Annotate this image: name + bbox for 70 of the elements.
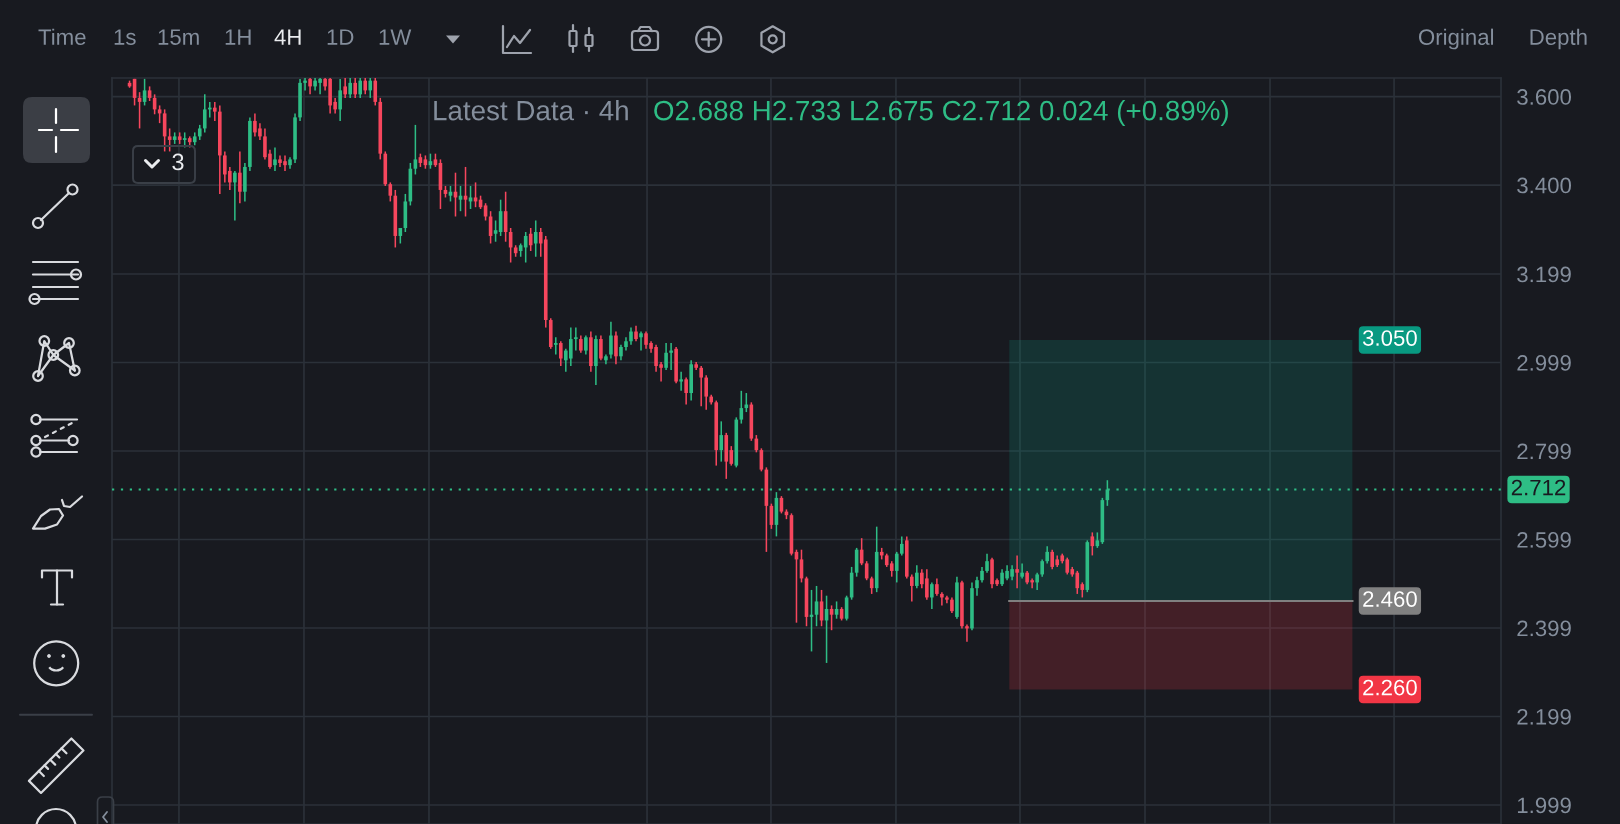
candlestick bbox=[343, 78, 347, 99]
candlestick bbox=[639, 330, 643, 352]
text: 1D bbox=[327, 29, 354, 45]
y-tick-label: 3.199 bbox=[1517, 266, 1571, 283]
candlestick bbox=[609, 321, 613, 360]
candlestick bbox=[574, 326, 578, 352]
candlestick bbox=[1050, 548, 1055, 570]
y-tick-label: 1.999 bbox=[1517, 797, 1571, 814]
y-tick-label: 2.399 bbox=[1517, 620, 1571, 637]
candlestick bbox=[303, 78, 307, 92]
candlestick bbox=[238, 150, 242, 204]
candlestick bbox=[899, 535, 904, 557]
candlestick bbox=[553, 336, 558, 356]
candlestick bbox=[558, 340, 563, 367]
candlestick bbox=[699, 365, 703, 408]
candlestick bbox=[975, 575, 979, 597]
y-tick-label: 3.400 bbox=[1517, 177, 1572, 194]
candlestick bbox=[212, 101, 217, 122]
candlestick bbox=[167, 127, 172, 153]
band-label: 3.050 bbox=[1362, 330, 1417, 346]
candlestick bbox=[664, 342, 668, 371]
y-tick-label: 3.600 bbox=[1517, 89, 1572, 105]
candlestick bbox=[373, 78, 378, 107]
text: 1s bbox=[114, 29, 136, 45]
candlestick bbox=[669, 342, 673, 371]
candlestick bbox=[930, 581, 934, 610]
candlestick bbox=[348, 78, 352, 99]
candlestick bbox=[233, 170, 237, 222]
candlestick bbox=[910, 573, 914, 603]
candlestick bbox=[273, 146, 277, 172]
text: Latest Data · 4h bbox=[434, 100, 628, 121]
text: 15m bbox=[158, 29, 199, 45]
y-tick-label: 2.999 bbox=[1517, 355, 1571, 371]
text: Depth bbox=[1530, 28, 1587, 50]
candlestick bbox=[894, 551, 899, 584]
annotation: 3 bbox=[172, 153, 184, 171]
candlestick bbox=[1015, 554, 1019, 589]
text: Original bbox=[1418, 28, 1494, 50]
y-tick-label: 2.799 bbox=[1517, 443, 1571, 460]
candlestick bbox=[965, 623, 969, 643]
y-tick-label: 2.599 bbox=[1517, 532, 1571, 548]
candlestick bbox=[388, 181, 393, 203]
candlestick bbox=[493, 219, 498, 243]
candlestick bbox=[1020, 562, 1024, 580]
candlestick bbox=[704, 374, 709, 411]
candlestick bbox=[599, 334, 603, 362]
text: 1H bbox=[225, 29, 251, 45]
ref-line-label: 2.712 bbox=[1511, 479, 1566, 496]
candlestick bbox=[584, 334, 588, 356]
candlestick bbox=[915, 564, 919, 589]
text: O2.688 H2.733 L2.675 C2.712 0.024 (+0.89%) bbox=[654, 100, 1228, 126]
candlestick bbox=[614, 330, 618, 366]
candlestick bbox=[358, 78, 363, 99]
ref-line-label: 2.460 bbox=[1363, 591, 1417, 607]
candlestick bbox=[940, 591, 944, 607]
text: Time bbox=[38, 28, 86, 45]
candlestick bbox=[684, 376, 688, 406]
candlestick bbox=[679, 371, 683, 392]
band-label: 2.260 bbox=[1363, 679, 1417, 696]
candlestick bbox=[353, 78, 358, 99]
candlestick bbox=[985, 552, 989, 574]
candlestick bbox=[368, 78, 373, 99]
y-tick-label: 2.199 bbox=[1517, 709, 1571, 725]
candlestick bbox=[533, 219, 538, 258]
text: 4H bbox=[274, 29, 301, 45]
candlestick bbox=[719, 420, 724, 463]
candlestick bbox=[202, 93, 207, 134]
candlestick bbox=[528, 227, 533, 252]
candlestick bbox=[338, 78, 342, 122]
text: 1W bbox=[379, 29, 412, 45]
